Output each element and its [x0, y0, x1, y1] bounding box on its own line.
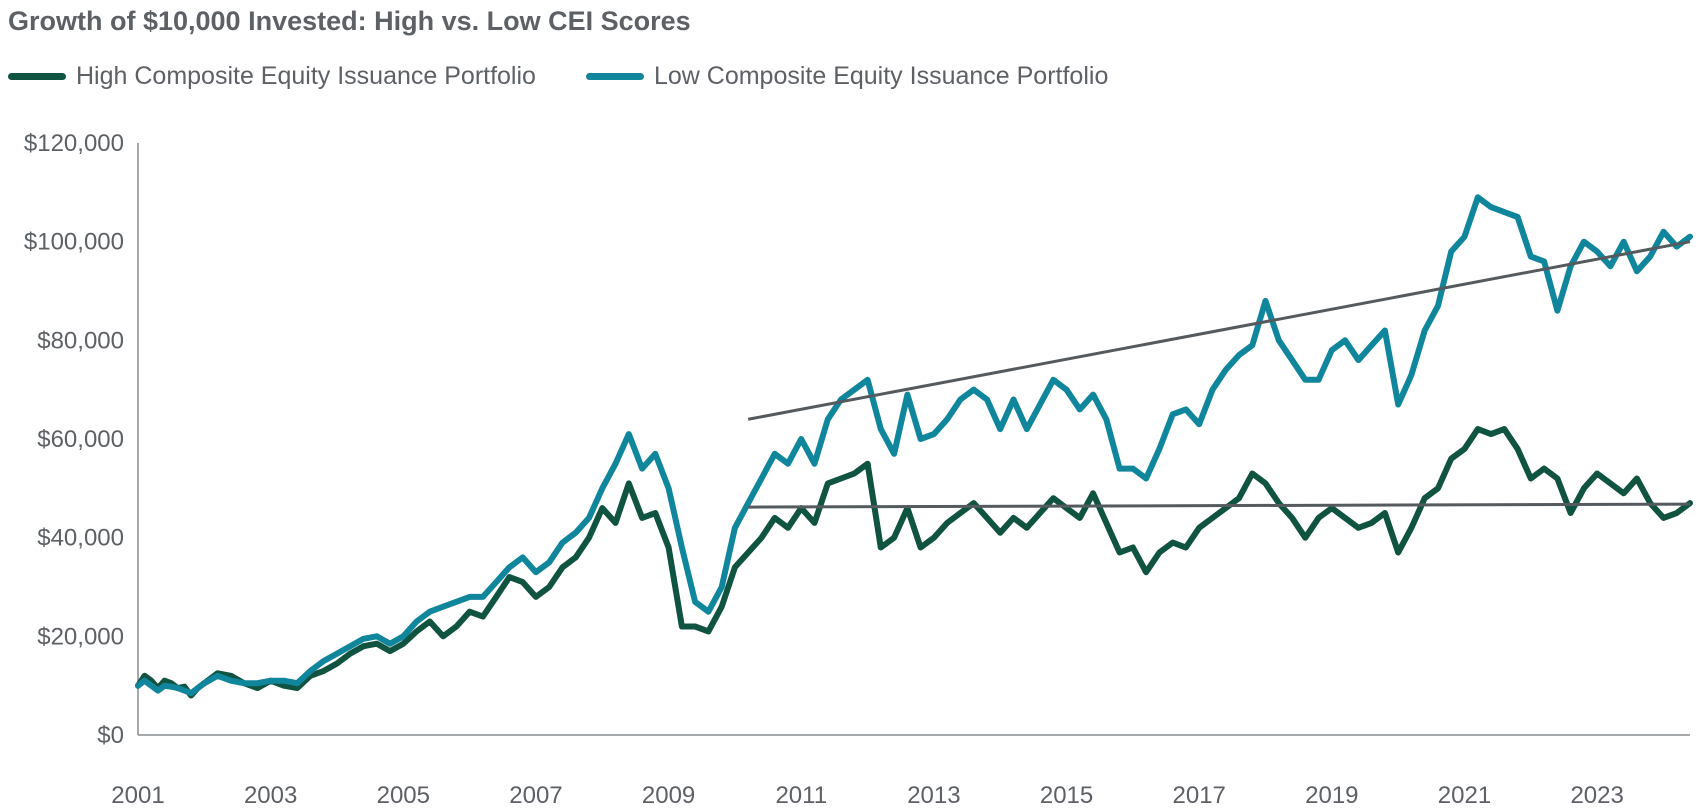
y-tick-label: $40,000 — [37, 525, 124, 552]
y-tick-label: $60,000 — [37, 426, 124, 453]
x-tick-label: 2015 — [1040, 782, 1093, 809]
x-tick-label: 2017 — [1173, 782, 1226, 809]
chart-legend: High Composite Equity Issuance Portfolio… — [8, 62, 1158, 91]
x-tick-label: 2009 — [642, 782, 695, 809]
y-tick-label: $80,000 — [37, 327, 124, 354]
legend-label-low: Low Composite Equity Issuance Portfolio — [653, 62, 1109, 90]
x-tick-label: 2021 — [1438, 782, 1491, 809]
x-tick-label: 2003 — [244, 782, 297, 809]
trend-line-high — [748, 502, 1691, 509]
chart-title: Growth of $10,000 Invested: High vs. Low… — [8, 6, 691, 36]
y-tick-label: $20,000 — [37, 623, 124, 650]
y-tick-label: $100,000 — [24, 229, 124, 256]
legend-swatch-low — [585, 73, 644, 80]
x-tick-label: 2013 — [907, 782, 960, 809]
x-tick-label: 2023 — [1570, 782, 1623, 809]
legend-label-high: High Composite Equity Issuance Portfolio — [76, 62, 536, 90]
series-line-low — [135, 194, 1693, 697]
legend-swatch-high — [8, 73, 66, 80]
x-tick-label: 2001 — [111, 782, 164, 809]
x-tick-label: 2011 — [775, 782, 827, 809]
x-tick-label: 2005 — [377, 782, 430, 809]
legend-item-low: Low Composite Equity Issuance Portfolio — [585, 62, 1109, 91]
y-tick-label: $0 — [97, 722, 124, 749]
trend-line-low — [747, 240, 1691, 421]
y-tick-label: $120,000 — [24, 130, 124, 157]
series-line-high — [135, 426, 1693, 699]
legend-item-high: High Composite Equity Issuance Portfolio — [8, 62, 536, 91]
x-tick-label: 2019 — [1305, 782, 1358, 809]
x-tick-label: 2007 — [509, 782, 562, 809]
